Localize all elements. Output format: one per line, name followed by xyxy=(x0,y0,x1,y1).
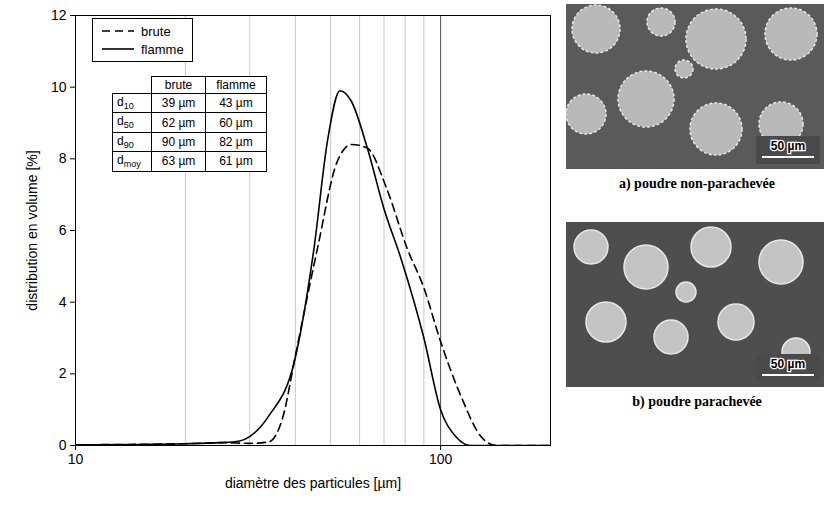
svg-text:10: 10 xyxy=(51,79,67,95)
html-text:43 µm: 43 µm xyxy=(219,96,253,111)
svg-text:50 µm: 50 µm xyxy=(771,139,805,153)
html-text:a) poudre non-parachevée: a) poudre non-parachevée xyxy=(619,176,775,191)
svg-text:6: 6 xyxy=(59,222,67,238)
svg-text:8: 8 xyxy=(59,150,67,166)
svg-text:4: 4 xyxy=(59,294,67,310)
html-text:d90: d90 xyxy=(117,133,134,151)
html-text:39 µm: 39 µm xyxy=(161,96,196,111)
html-text:60 µm: 60 µm xyxy=(219,115,253,130)
svg-text:50 µm: 50 µm xyxy=(771,357,805,371)
html-text:90 µm: 90 µm xyxy=(161,135,196,149)
html-text:brute: brute xyxy=(141,23,171,39)
html-text:b) poudre parachevée: b) poudre parachevée xyxy=(632,394,762,409)
html-text:d50: d50 xyxy=(117,114,134,131)
html-text:61 µm: 61 µm xyxy=(219,154,253,169)
svg-text:12: 12 xyxy=(51,7,67,23)
svg-text:2: 2 xyxy=(59,365,67,381)
html-text:brute: brute xyxy=(164,78,193,92)
svg-text:distribution en volume [%]: distribution en volume [%] xyxy=(24,150,40,310)
html-text:flamme: flamme xyxy=(141,41,184,57)
svg-text:diamètre des particules [µm]: diamètre des particules [µm] xyxy=(225,475,401,491)
html-text:82 µm: 82 µm xyxy=(219,135,253,149)
html-text:dmoy: dmoy xyxy=(117,153,141,170)
svg-text:0: 0 xyxy=(59,437,67,453)
html-text:62 µm: 62 µm xyxy=(161,115,196,130)
html-text:flamme: flamme xyxy=(216,78,256,92)
svg-text:10: 10 xyxy=(68,451,84,467)
html-text:63 µm: 63 µm xyxy=(161,154,196,169)
html-text:d10: d10 xyxy=(117,95,134,112)
svg-text:100: 100 xyxy=(429,451,453,467)
